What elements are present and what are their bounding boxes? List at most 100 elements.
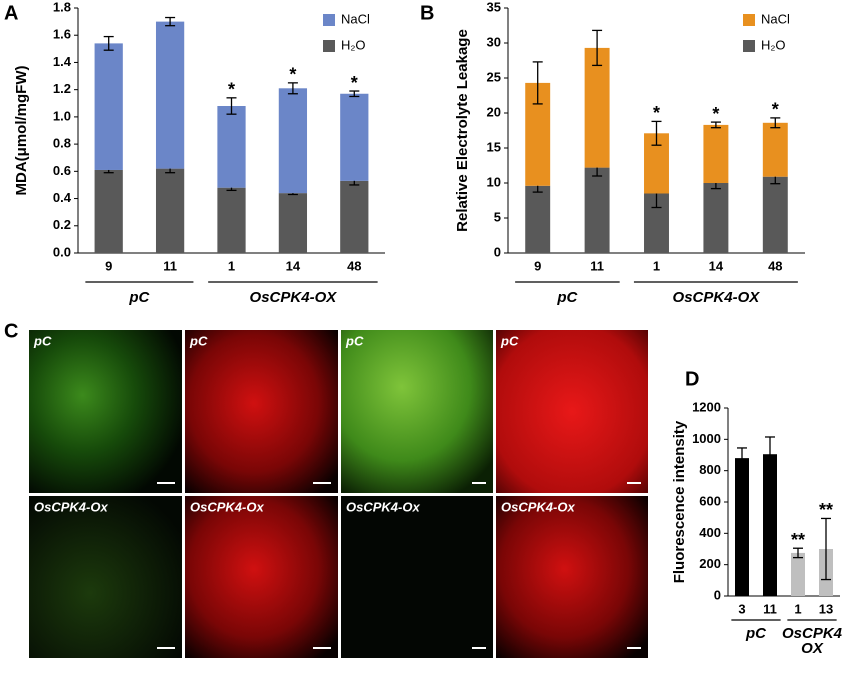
bar: [217, 187, 246, 253]
image-label: pC: [500, 333, 519, 348]
micrograph: [496, 496, 648, 658]
legend-swatch: [323, 40, 335, 52]
y-tick-label: 200: [699, 556, 721, 571]
y-tick-label: 0: [494, 244, 501, 259]
micrograph: [341, 330, 493, 493]
error-bar: [765, 436, 775, 473]
y-axis-label: MDA(μmol/mgFW): [13, 66, 30, 196]
bar: [525, 185, 551, 253]
x-tick-label: 9: [105, 258, 112, 273]
significance: **: [791, 530, 805, 550]
y-tick-label: 1.4: [53, 54, 72, 69]
y-tick-label: 0.2: [53, 217, 71, 232]
error-bar: [737, 447, 747, 469]
panel-label: D: [685, 368, 699, 390]
x-tick-label: 9: [534, 258, 541, 273]
image-label: OsCPK4-Ox: [346, 499, 420, 514]
error-bar: [770, 117, 781, 129]
y-tick-label: 15: [487, 139, 501, 154]
y-tick-label: 1.8: [53, 0, 71, 14]
image-label: OsCPK4-Ox: [34, 499, 108, 514]
error-bar: [592, 29, 603, 67]
group-label: pC: [128, 289, 150, 306]
bar: [703, 183, 729, 253]
x-tick-label: 13: [819, 601, 833, 616]
group-label: OsCPK4-OX: [250, 289, 338, 306]
group-label: pC: [556, 289, 578, 306]
image-label: OsCPK4-Ox: [190, 499, 264, 514]
error-bar: [349, 90, 360, 98]
y-tick-label: 10: [487, 174, 501, 189]
y-tick-label: 600: [699, 493, 721, 508]
y-axis-label: Fluorescence intensity: [671, 420, 688, 583]
x-tick-label: 11: [763, 601, 777, 616]
y-tick-label: 400: [699, 525, 721, 540]
legend-swatch: [743, 40, 755, 52]
bar: [217, 106, 246, 188]
legend-label: NaCl: [761, 11, 790, 26]
bar: [94, 43, 123, 170]
bar: [584, 167, 610, 253]
y-tick-label: 0.6: [53, 163, 71, 178]
x-tick-label: 1: [228, 258, 235, 273]
micrographs: [29, 330, 648, 658]
group-label: pC: [745, 625, 767, 642]
micrograph: [29, 496, 182, 658]
y-axis-label: Relative Electrolyte Leakage: [454, 29, 471, 232]
bar: [762, 176, 788, 253]
micrograph: [29, 330, 182, 493]
error-bar: [793, 547, 803, 559]
group-label: OsCPK4: [782, 625, 843, 642]
panel-label: B: [420, 2, 434, 24]
significance: *: [289, 65, 296, 85]
bar: [735, 458, 749, 596]
group-label: OsCPK4-OX: [673, 289, 761, 306]
error-bar: [532, 61, 543, 105]
error-bar: [103, 35, 114, 51]
x-tick-label: 1: [653, 258, 660, 273]
bar: [703, 124, 729, 183]
micrograph: [185, 496, 338, 658]
y-tick-label: 1.6: [53, 27, 71, 42]
y-tick-label: 1.2: [53, 81, 71, 96]
x-tick-label: 48: [347, 258, 361, 273]
error-bar: [226, 97, 237, 115]
y-tick-label: 1000: [692, 431, 721, 446]
image-label: pC: [189, 333, 208, 348]
error-bar: [287, 82, 298, 95]
error-bar: [710, 121, 721, 129]
y-tick-label: 0.4: [53, 190, 72, 205]
x-tick-label: 11: [590, 258, 604, 273]
y-tick-label: 1200: [692, 399, 721, 414]
legend-label: H₂O: [761, 37, 786, 52]
panel-label: A: [4, 2, 18, 24]
significance: *: [772, 100, 779, 120]
y-tick-label: 1.0: [53, 108, 71, 123]
bar: [763, 454, 777, 596]
micrograph: [341, 496, 493, 658]
bar: [791, 552, 805, 596]
image-label: pC: [33, 333, 52, 348]
y-tick-label: 25: [487, 69, 501, 84]
error-bar: [165, 16, 176, 27]
y-tick-label: 0: [714, 587, 721, 602]
significance: *: [712, 104, 719, 124]
bar: [155, 21, 185, 169]
image-label: OsCPK4-Ox: [501, 499, 575, 514]
group-label: OX: [801, 640, 824, 657]
scale-bars: [157, 482, 641, 649]
x-tick-label: 3: [738, 601, 745, 616]
significance: *: [228, 80, 235, 100]
bar: [278, 88, 308, 194]
legend-swatch: [743, 14, 755, 26]
bar: [94, 169, 123, 253]
y-tick-label: 0.8: [53, 136, 71, 151]
y-tick-label: 800: [699, 462, 721, 477]
panel-label: C: [4, 320, 18, 342]
bar: [340, 180, 369, 253]
micrograph: [496, 330, 648, 493]
x-tick-label: 14: [709, 258, 724, 273]
y-tick-label: 0.0: [53, 244, 71, 259]
y-tick-label: 35: [487, 0, 501, 14]
